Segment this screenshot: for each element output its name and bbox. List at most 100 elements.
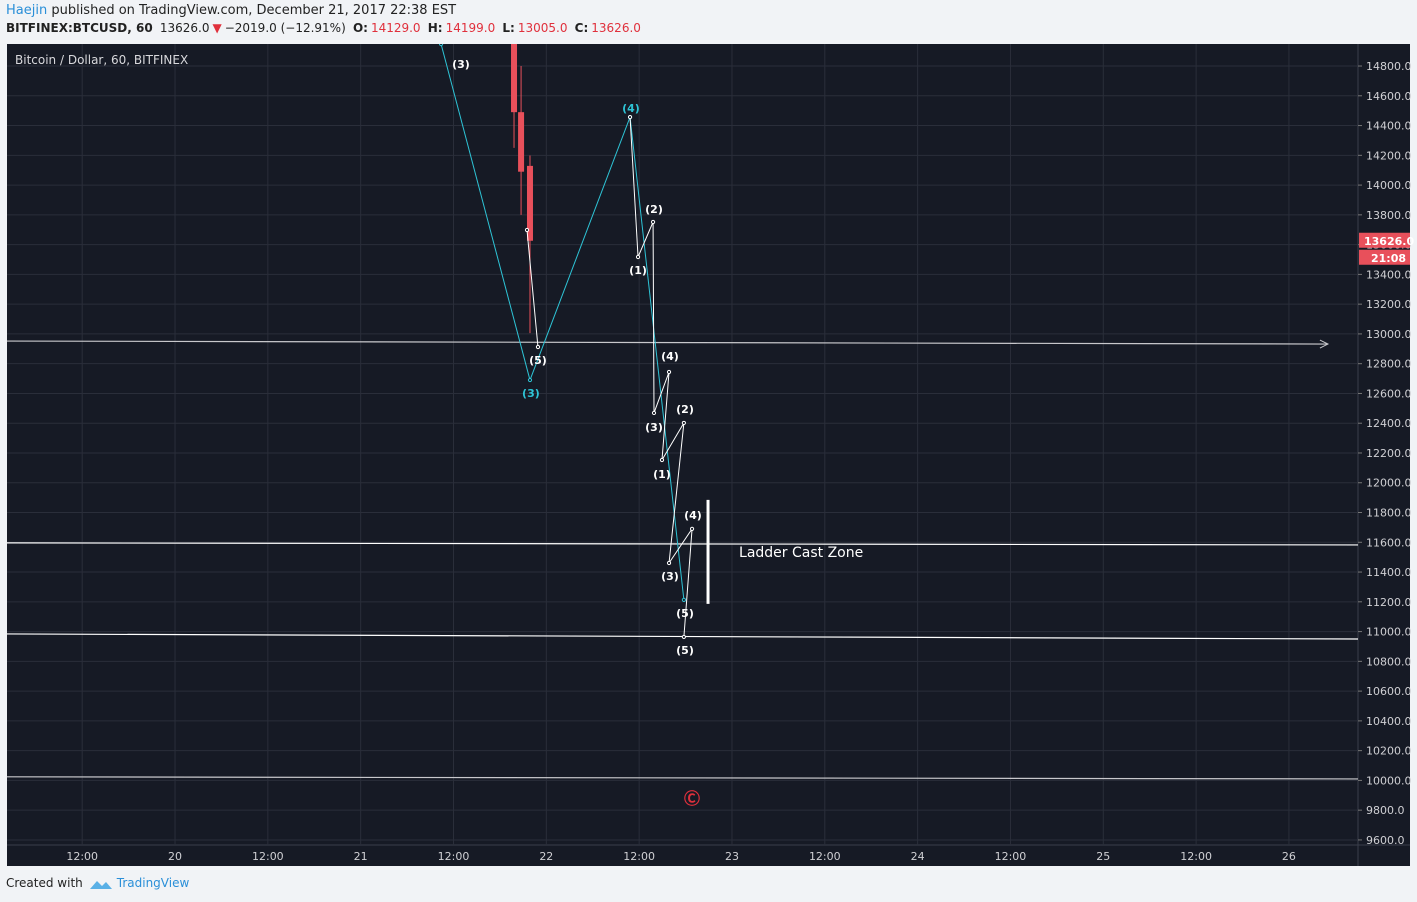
wave-line bbox=[629, 117, 693, 637]
wave-label: (5) bbox=[529, 354, 547, 367]
x-tick-label: 22 bbox=[539, 850, 553, 863]
candle-body bbox=[511, 44, 518, 113]
y-tick-label: 13200.0 bbox=[1366, 298, 1412, 311]
y-tick-label: 13400.0 bbox=[1366, 268, 1412, 281]
x-tick-label: 12:00 bbox=[1180, 850, 1212, 863]
publish-line: Haejin published on TradingView.com, Dec… bbox=[6, 3, 456, 18]
wave-label: (4) bbox=[622, 102, 640, 115]
author[interactable]: Haejin bbox=[6, 3, 48, 18]
wave-label: (4) bbox=[684, 509, 702, 522]
wave-label: (1) bbox=[629, 264, 647, 277]
y-tick-label: 12600.0 bbox=[1366, 387, 1412, 400]
countdown-box bbox=[1359, 249, 1410, 265]
wave-point bbox=[650, 219, 656, 225]
high-label: H: bbox=[427, 21, 443, 35]
wave-label: Ⓒ bbox=[684, 789, 700, 808]
wave-point bbox=[681, 634, 686, 640]
y-tick-label: 14200.0 bbox=[1366, 149, 1412, 162]
plot-area: Ladder Cast Zone (3) (4) (3) (5) (1) (2) (3) (4)… bbox=[7, 44, 1358, 808]
x-tick-label: 26 bbox=[1282, 850, 1296, 863]
y-tick-label: 11400.0 bbox=[1366, 566, 1412, 579]
candle-body bbox=[518, 112, 525, 172]
wave-point bbox=[635, 254, 641, 260]
y-tick-label: 10800.0 bbox=[1366, 655, 1412, 668]
wave-label: (1) bbox=[653, 468, 671, 481]
y-tick-label: 14400.0 bbox=[1366, 120, 1412, 133]
y-tick-label: 11800.0 bbox=[1366, 507, 1412, 520]
y-tick-label: 10200.0 bbox=[1366, 745, 1412, 758]
wave-point bbox=[535, 344, 541, 350]
last: 13626.0 bbox=[159, 21, 210, 35]
x-tick-label: 20 bbox=[168, 850, 182, 863]
wave-label: (3) bbox=[522, 387, 540, 400]
symbol: BITFINEX:BTCUSD, 60 bbox=[6, 21, 153, 35]
x-tick-label: 23 bbox=[725, 850, 739, 863]
wave-label: (5) bbox=[676, 607, 694, 620]
level-line bbox=[7, 340, 1328, 345]
x-tick-label: 12:00 bbox=[438, 850, 470, 863]
wave-label: (5) bbox=[676, 644, 694, 657]
brand[interactable]: TradingView bbox=[116, 876, 190, 890]
y-tick-label: 10400.0 bbox=[1366, 715, 1412, 728]
x-tick-label: 12:00 bbox=[66, 850, 98, 863]
y-tick-label: 12800.0 bbox=[1366, 358, 1412, 371]
chart-title: Bitcoin / Dollar, 60, BITFINEX bbox=[15, 53, 188, 67]
candle-body bbox=[526, 165, 533, 241]
change: −2019.0 (−12.91%) bbox=[224, 21, 346, 35]
logo bbox=[89, 880, 112, 889]
x-tick-label: 12:00 bbox=[623, 850, 655, 863]
x-tick-label: 12:00 bbox=[252, 850, 284, 863]
wave-point bbox=[681, 597, 686, 602]
wave-point bbox=[527, 377, 533, 383]
close: 13626.0 bbox=[591, 21, 641, 35]
published: published on TradingView.com, December 2… bbox=[51, 3, 457, 18]
y-tick-label: 11000.0 bbox=[1366, 626, 1412, 639]
y-tick-label: 11200.0 bbox=[1366, 596, 1412, 609]
footer: Created with TradingView bbox=[6, 876, 189, 891]
quote-line: BITFINEX:BTCUSD, 60 13626.0 ▼ −2019.0 (−12… bbox=[6, 21, 644, 35]
y-tick-label: 13800.0 bbox=[1366, 209, 1412, 222]
low: 13005.0 bbox=[517, 21, 568, 35]
y-tick-label: 9600.0 bbox=[1366, 834, 1405, 847]
wave-point bbox=[689, 526, 695, 531]
wave-point bbox=[438, 44, 444, 47]
created-with: Created with bbox=[6, 876, 83, 890]
close-label: C: bbox=[574, 21, 589, 35]
zone-label: Ladder Cast Zone bbox=[739, 545, 863, 561]
x-tick-label: 12:00 bbox=[809, 850, 841, 863]
y-tick-label: 12400.0 bbox=[1366, 417, 1412, 430]
open: 14129.0 bbox=[370, 21, 421, 35]
wave-point bbox=[681, 420, 686, 426]
wave-label: (3) bbox=[645, 421, 663, 434]
open-label: O: bbox=[352, 21, 368, 35]
y-tick-label: 9800.0 bbox=[1366, 804, 1405, 817]
level-line bbox=[7, 776, 1358, 780]
wave-point bbox=[627, 114, 633, 120]
y-tick-label: 10000.0 bbox=[1366, 774, 1412, 787]
y-tick-label: 11600.0 bbox=[1366, 536, 1412, 549]
y-tick-label: 14000.0 bbox=[1366, 179, 1412, 192]
wave-point bbox=[659, 457, 665, 463]
high: 14199.0 bbox=[445, 21, 496, 35]
wave-point bbox=[666, 369, 672, 375]
x-tick-label: 25 bbox=[1096, 850, 1110, 863]
last-price-box bbox=[1359, 232, 1410, 248]
y-tick-label: 14600.0 bbox=[1366, 90, 1412, 103]
countdown-label: 21:08 bbox=[1371, 252, 1406, 265]
wave-line bbox=[440, 44, 685, 600]
low-label: L: bbox=[502, 21, 515, 35]
y-tick-label: 14800.0 bbox=[1366, 60, 1412, 73]
wave-line bbox=[526, 229, 539, 348]
y-tick-label: 13000.0 bbox=[1366, 328, 1412, 341]
wave-point bbox=[524, 227, 530, 233]
wave-label: (3) bbox=[661, 570, 679, 583]
wave-label: (3) bbox=[452, 58, 470, 71]
wave-point bbox=[651, 410, 657, 416]
level-arrow bbox=[1319, 339, 1330, 349]
x-tick-label: 12:00 bbox=[995, 850, 1027, 863]
axes: 9600.0 9800.0 10000.0 10200.0 10400.0 10600.0… bbox=[66, 60, 1414, 863]
wave-label: (2) bbox=[645, 203, 663, 216]
arrow: ▼ bbox=[212, 21, 222, 35]
chart-background bbox=[7, 44, 1410, 866]
